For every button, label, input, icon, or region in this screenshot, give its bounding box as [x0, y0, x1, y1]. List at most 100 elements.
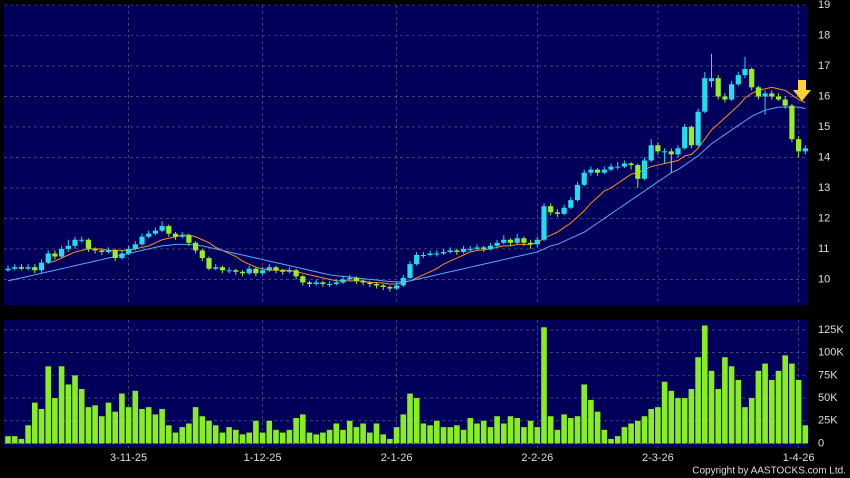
volume-bar	[514, 418, 520, 444]
volume-bar	[5, 436, 11, 444]
volume-bar	[574, 416, 581, 444]
volume-bar	[494, 416, 500, 444]
candle-body	[65, 245, 71, 249]
volume-bar	[608, 438, 614, 444]
x-tick-label: 3-11-25	[110, 452, 147, 464]
volume-bar	[387, 438, 393, 444]
volume-bar	[353, 427, 360, 444]
candle-body	[286, 270, 292, 272]
candle-body	[775, 96, 782, 100]
y-tick-label: 13	[818, 182, 830, 194]
candle-body	[126, 248, 132, 254]
candle-body	[789, 105, 795, 140]
candle-body	[494, 242, 500, 246]
candle-body	[119, 253, 125, 259]
ma-line	[7, 106, 806, 283]
volume-bar	[139, 408, 145, 444]
volume-bar	[554, 429, 561, 444]
volume-bar	[159, 408, 165, 444]
candle-body	[12, 267, 18, 269]
candle-body	[380, 285, 386, 288]
volume-bar	[192, 407, 199, 444]
y-tick-label: 17	[818, 60, 830, 72]
candle-body	[608, 166, 614, 170]
volume-bar	[742, 407, 748, 444]
volume-bar	[266, 420, 273, 444]
volume-bar	[447, 427, 453, 444]
price-panel	[4, 5, 808, 305]
candle-body	[454, 250, 460, 252]
candle-body	[655, 145, 661, 152]
volume-bar	[346, 420, 353, 444]
candle-body	[45, 253, 51, 263]
y-tick-label: 15	[818, 121, 830, 133]
candle-body	[782, 99, 788, 106]
candle-body	[621, 163, 627, 167]
volume-bar	[568, 418, 574, 444]
candle-body	[467, 248, 473, 250]
volume-bar	[313, 434, 319, 444]
candle-body	[387, 287, 393, 289]
volume-bar	[782, 355, 788, 444]
candle-body	[695, 111, 701, 146]
y-tick-label: 19	[818, 0, 830, 11]
volume-bar	[206, 420, 212, 444]
candle-body	[105, 250, 112, 252]
volume-bar	[38, 408, 45, 444]
volume-bar	[11, 436, 18, 444]
candle-body	[769, 93, 775, 97]
volume-bar	[648, 408, 654, 444]
candle-body	[132, 244, 138, 249]
candle-body	[340, 279, 346, 283]
volume-bar	[581, 384, 587, 444]
volume-bar	[145, 407, 152, 444]
volume-bar	[474, 423, 480, 444]
candle-body	[333, 282, 339, 284]
candle-body	[360, 280, 366, 283]
candle-body	[25, 267, 31, 269]
candle-body	[38, 262, 45, 271]
volume-tick-label: 50K	[818, 392, 838, 404]
candle-body	[199, 250, 205, 259]
candle-body	[273, 267, 279, 271]
x-tick-label: 1-12-25	[244, 452, 282, 464]
volume-bar	[487, 427, 494, 444]
volume-bar	[326, 429, 333, 444]
volume-bar	[373, 423, 380, 444]
volume-bar	[413, 398, 420, 444]
candle-body	[749, 69, 755, 88]
volume-bar	[467, 418, 474, 444]
candle-body	[219, 267, 225, 271]
volume-bar	[360, 423, 366, 444]
volume-bar	[132, 390, 139, 444]
candle-body	[353, 277, 359, 281]
volume-bar	[306, 432, 313, 444]
alert-arrow	[793, 80, 811, 101]
volume-bar	[547, 416, 554, 444]
candle-body	[461, 248, 467, 252]
volume-bar	[400, 414, 407, 444]
volume-bar	[380, 434, 386, 444]
candle-body	[588, 169, 594, 173]
volume-tick-label: 0	[818, 437, 824, 449]
candle-body	[306, 282, 313, 284]
volume-bar	[92, 405, 98, 444]
candle-body	[72, 239, 78, 246]
candle-body	[253, 268, 259, 274]
volume-bar	[501, 423, 507, 444]
volume-bar	[661, 381, 668, 444]
candle-body	[85, 239, 91, 249]
x-tick-label: 1-4-26	[783, 452, 815, 464]
y-tick-label: 11	[818, 243, 829, 255]
candle-body	[280, 270, 286, 272]
volume-bar	[99, 416, 105, 444]
y-tick-label: 10	[818, 273, 830, 285]
candle-body	[682, 126, 688, 149]
candle-body	[239, 271, 246, 274]
volume-bar	[293, 418, 299, 444]
volume-bar	[166, 425, 172, 444]
volume-bar	[802, 425, 809, 444]
copyright: Copyright by AASTOCKS.com Ltd.	[692, 466, 846, 477]
volume-bar	[789, 363, 795, 444]
volume-bar	[212, 425, 219, 444]
